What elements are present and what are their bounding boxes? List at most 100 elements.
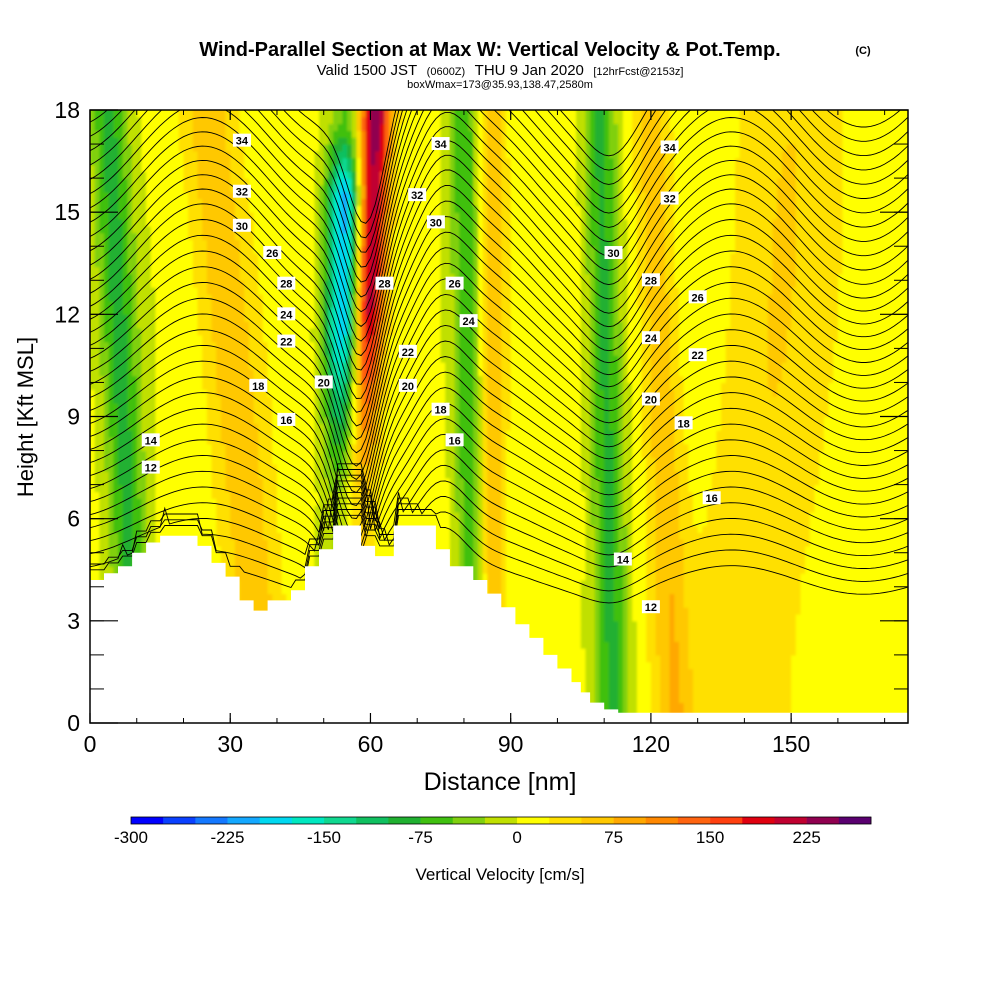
w-cell [211,150,217,159]
w-cell [328,266,334,275]
w-cell [230,430,236,438]
w-cell [211,259,217,268]
w-cell [113,362,119,370]
w-cell [141,259,147,268]
w-cell [319,198,325,206]
w-cell [202,144,208,152]
w-cell [202,157,208,166]
w-cell [113,498,119,506]
w-cell [309,545,315,554]
w-cell [141,273,147,281]
w-cell [206,525,213,533]
w-cell [305,259,311,268]
w-cell [202,457,208,465]
w-cell [132,375,138,384]
w-cell [132,184,138,193]
w-cell [342,355,348,363]
w-cell [160,498,166,506]
w-cell [323,409,329,418]
w-cell [146,314,152,322]
w-cell [309,341,315,349]
w-cell [328,539,334,547]
w-cell [178,457,185,465]
w-cell [220,491,227,499]
w-cell [216,314,222,322]
w-cell [216,457,222,465]
w-cell [197,144,203,152]
w-cell [216,327,222,336]
w-cell [122,191,128,200]
w-cell [230,266,236,275]
w-cell [337,164,344,172]
w-cell [146,334,152,343]
w-cell [90,457,96,465]
w-cell [113,178,119,186]
w-cell [164,416,171,424]
w-cell [108,110,114,118]
w-cell [122,416,128,424]
w-cell [253,259,259,268]
w-cell [309,464,315,472]
w-cell [206,368,213,377]
w-cell [202,498,208,506]
w-cell [108,430,114,438]
w-cell [300,518,306,527]
w-cell [206,409,213,418]
w-cell [239,464,245,472]
w-cell [267,450,273,458]
w-cell [146,130,152,138]
w-cell [108,157,114,166]
w-cell [281,218,287,227]
w-cell [174,484,180,493]
w-cell [197,321,203,329]
w-cell [267,116,273,125]
w-cell [230,532,236,540]
w-cell [113,348,119,356]
w-cell [183,355,189,363]
w-cell [136,246,143,254]
w-cell [108,362,114,370]
w-cell [104,484,110,493]
w-cell [169,198,175,206]
w-cell [267,470,273,479]
w-cell [155,178,161,186]
w-cell [141,171,147,179]
w-cell [295,355,301,363]
w-cell [248,205,255,213]
w-cell [267,150,273,159]
w-cell [183,178,189,186]
w-cell [122,287,128,295]
w-cell [220,450,227,458]
w-cell [160,266,166,275]
w-cell [188,184,194,193]
w-cell [141,525,147,533]
w-cell [342,341,348,349]
w-cell [290,511,297,520]
w-cell [328,341,334,349]
w-cell [328,327,334,336]
w-cell [127,266,133,275]
w-cell [262,430,269,438]
w-cell [225,123,231,132]
w-cell [160,470,166,479]
w-cell [234,566,241,574]
w-cell [244,280,250,288]
w-cell [230,157,236,166]
w-cell [94,178,100,186]
w-cell [267,144,273,152]
w-cell [113,123,119,132]
w-cell [122,232,128,241]
w-cell [333,144,339,152]
w-cell [150,164,157,172]
w-cell [239,586,245,595]
w-cell [188,212,194,220]
w-cell [136,334,143,343]
w-cell [234,253,241,261]
w-cell [234,321,241,329]
w-cell [328,416,334,424]
w-cell [267,130,273,138]
w-cell [248,110,255,118]
w-cell [94,396,100,404]
w-cell [290,518,297,527]
w-cell [258,266,264,275]
